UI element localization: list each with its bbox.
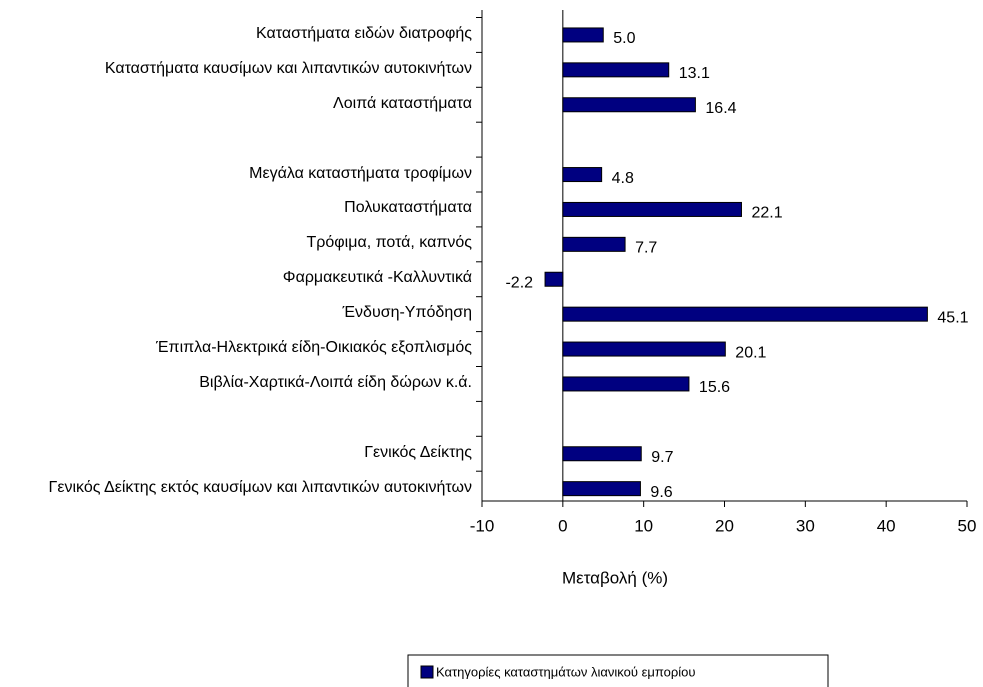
bar [544,271,564,287]
category-label: Καταστήματα ειδών διατροφής [256,24,472,42]
data-label: 9.7 [651,449,673,466]
x-tick-label: 50 [958,516,977,535]
legend-label: Κατηγορίες καταστημάτων λιανικού εμπορίο… [436,664,696,679]
data-label: 4.8 [612,170,634,187]
data-label: 45.1 [937,309,968,326]
category-label: Λοιπά καταστήματα [333,94,472,112]
category-label: Φαρμακευτικά -Καλλυντικά [282,269,472,287]
category-label: Πολυκαταστήματα [344,199,472,217]
data-label: 7.7 [635,240,657,257]
category-label: Γενικός Δείκτης [364,443,472,461]
legend-swatch [420,665,434,679]
bar [562,481,641,497]
data-label: -2.2 [505,274,533,291]
bar [562,27,604,43]
x-tick-label: 40 [877,516,896,535]
data-label: 22.1 [751,205,782,222]
category-label: Τρόφιμα, ποτά, καπνός [306,234,472,252]
category-label: Βιβλία-Χαρτικά-Λοιπά είδη δώρων κ.ά. [199,373,472,391]
bar [562,97,696,113]
data-label: 5.0 [613,30,635,47]
category-label: Γενικός Δείκτης εκτός καυσίμων και λιπαν… [48,478,472,496]
category-label: Καταστήματα καυσίμων και λιπαντικών αυτο… [104,59,472,77]
x-tick-label: 0 [558,516,567,535]
bar [562,201,742,217]
data-label: 9.6 [650,484,672,501]
x-axis-label: Μεταβολή (%) [562,568,668,587]
data-label: 13.1 [679,65,710,82]
x-tick-label: 30 [796,516,815,535]
x-tick-label: -10 [470,516,495,535]
category-label: Μεγάλα καταστήματα τροφίμων [249,164,472,182]
data-label: 20.1 [735,344,766,361]
legend-box [407,654,829,687]
bar [562,341,726,357]
bar [562,446,642,462]
x-tick-label: 20 [715,516,734,535]
data-label: 15.6 [699,379,730,396]
bar [562,236,626,252]
bar [562,62,670,78]
category-label: Ένδυση-Υπόδηση [342,303,473,321]
category-label: Έπιπλα-Ηλεκτρικά είδη-Οικιακός εξοπλισμό… [156,338,472,356]
data-label: 16.4 [705,100,736,117]
bar [562,167,603,183]
x-tick-label: 10 [634,516,653,535]
bar [562,306,928,322]
bar [562,376,690,392]
